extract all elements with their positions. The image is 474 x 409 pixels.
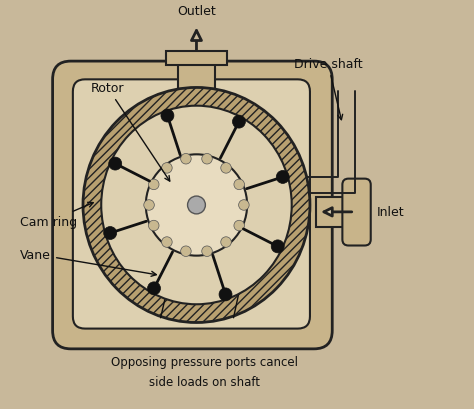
FancyBboxPatch shape <box>53 62 332 349</box>
Circle shape <box>181 154 191 164</box>
Text: Inlet: Inlet <box>377 206 404 219</box>
Circle shape <box>232 116 246 129</box>
Circle shape <box>188 197 205 214</box>
FancyBboxPatch shape <box>166 52 227 66</box>
Text: Outlet: Outlet <box>177 4 216 18</box>
Circle shape <box>144 200 155 211</box>
Text: Vane: Vane <box>20 248 156 276</box>
Circle shape <box>234 221 245 231</box>
Circle shape <box>162 163 172 174</box>
Circle shape <box>221 237 231 248</box>
Text: Opposing pressure ports cancel: Opposing pressure ports cancel <box>111 355 298 368</box>
Circle shape <box>202 154 212 164</box>
Circle shape <box>234 180 245 190</box>
Ellipse shape <box>101 106 292 305</box>
Circle shape <box>146 155 247 256</box>
Circle shape <box>148 180 159 190</box>
FancyBboxPatch shape <box>316 198 353 228</box>
Text: side loads on shaft: side loads on shaft <box>149 375 260 388</box>
Circle shape <box>162 237 172 248</box>
Circle shape <box>219 288 232 301</box>
Ellipse shape <box>83 88 310 323</box>
Circle shape <box>202 246 212 257</box>
Circle shape <box>276 171 289 184</box>
Circle shape <box>148 221 159 231</box>
FancyBboxPatch shape <box>178 62 215 92</box>
FancyBboxPatch shape <box>342 179 371 246</box>
Circle shape <box>238 200 249 211</box>
Text: Cam ring: Cam ring <box>20 203 93 229</box>
Circle shape <box>147 282 161 295</box>
Text: Rotor: Rotor <box>91 82 170 182</box>
Circle shape <box>271 240 284 253</box>
Circle shape <box>161 110 174 123</box>
Circle shape <box>109 158 122 171</box>
Circle shape <box>221 163 231 174</box>
Circle shape <box>104 227 117 240</box>
FancyBboxPatch shape <box>73 80 310 329</box>
Circle shape <box>181 246 191 257</box>
Text: Drive shaft: Drive shaft <box>294 58 362 120</box>
